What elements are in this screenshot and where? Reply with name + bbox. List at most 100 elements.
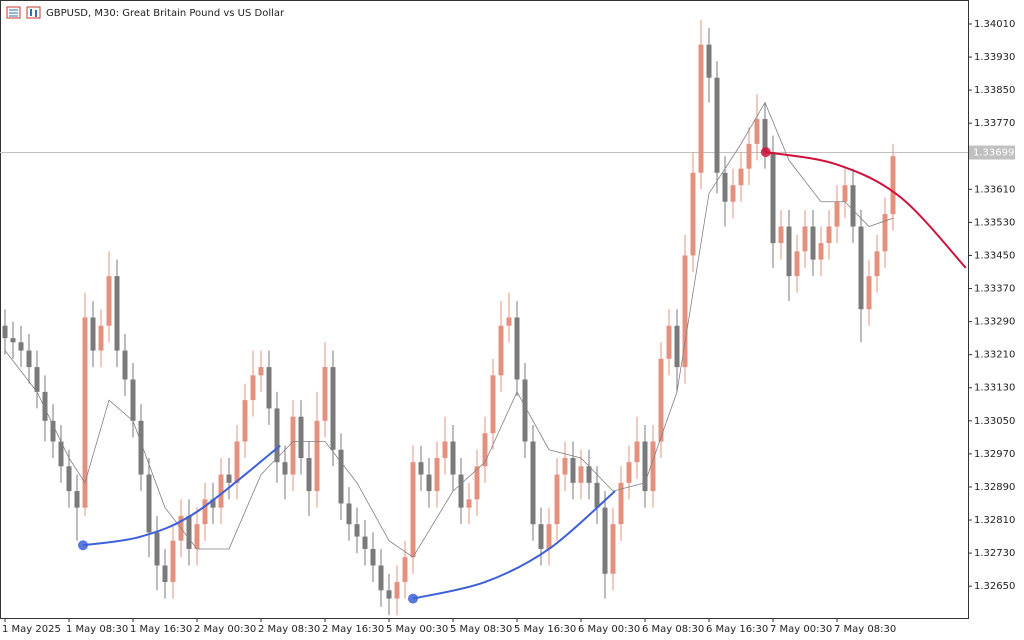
candle-body — [778, 226, 784, 244]
y-tick-label: 1.32730 — [974, 548, 1015, 559]
x-tick-label: 7 May 08:30 — [834, 624, 896, 635]
candle-body — [698, 44, 704, 173]
candle-body — [74, 491, 80, 508]
candle-body — [338, 449, 344, 504]
candle-body — [202, 499, 208, 525]
candle-body — [762, 119, 768, 153]
candle-body — [682, 255, 688, 368]
candle-body — [706, 44, 712, 78]
indicator-dot — [78, 540, 88, 551]
y-tick-label: 1.33530 — [974, 217, 1015, 228]
candle-body — [290, 416, 296, 475]
candle-body — [546, 524, 552, 549]
candle-body — [562, 458, 568, 475]
candle-body — [642, 441, 648, 492]
candle-body — [594, 482, 600, 508]
candle-body — [146, 474, 152, 533]
candle-body — [306, 458, 312, 492]
y-tick-label: 1.32650 — [974, 581, 1015, 592]
indicator-dot — [760, 147, 771, 158]
candle-body — [810, 226, 816, 260]
indicator-curve — [412, 490, 616, 600]
x-tick-label: 5 May 00:30 — [386, 624, 448, 635]
candle-body — [194, 524, 200, 549]
candle-body — [498, 325, 504, 376]
candle-body — [266, 367, 272, 409]
candle-body — [650, 441, 656, 492]
x-tick-label: 6 May 08:30 — [642, 624, 704, 635]
candle-body — [714, 77, 720, 173]
indicator-curve — [765, 151, 967, 269]
icon — [26, 6, 41, 19]
candle-body — [66, 466, 72, 492]
candle-body — [802, 226, 808, 252]
candle-body — [746, 143, 752, 169]
candle-body — [130, 379, 136, 421]
x-tick-label: 2 May 00:30 — [194, 624, 256, 635]
candle-body — [738, 168, 744, 186]
candle-body — [634, 441, 640, 463]
candle-body — [34, 367, 40, 392]
window-icons — [6, 6, 41, 19]
candle-body — [602, 507, 608, 574]
candle-body — [122, 350, 128, 380]
candle-body — [618, 482, 624, 525]
plot-border — [0, 0, 969, 619]
candle-body — [834, 201, 840, 227]
candle-body — [298, 416, 304, 459]
y-tick-label: 1.32890 — [974, 482, 1015, 493]
candle-body — [490, 375, 496, 434]
candle-body — [522, 379, 528, 442]
candle-body — [394, 582, 400, 599]
candle-body — [578, 466, 584, 483]
candle-body — [770, 152, 776, 244]
candle-body — [218, 474, 224, 508]
candle-body — [378, 565, 384, 591]
y-tick-label: 1.33370 — [974, 284, 1015, 295]
candle-body — [754, 119, 760, 144]
candle-body — [330, 367, 336, 450]
candle-body — [842, 185, 848, 202]
candle-body — [506, 317, 512, 326]
candle-body — [250, 375, 256, 401]
candle-body — [314, 420, 320, 492]
candle-body — [26, 350, 32, 368]
candle-body — [554, 474, 560, 525]
candle-body — [42, 391, 48, 421]
candle-body — [370, 548, 376, 566]
candle-body — [418, 462, 424, 475]
candle-body — [362, 536, 368, 549]
candle-body — [442, 441, 448, 459]
candle-body — [162, 565, 168, 583]
candle-body — [586, 466, 592, 483]
chart-title: GBPUSD, M30: Great Britain Pound vs US D… — [46, 8, 285, 19]
candle-body — [530, 441, 536, 525]
x-tick-label: 7 May 00:30 — [770, 624, 832, 635]
x-tick-label: 6 May 16:30 — [706, 624, 768, 635]
candle-body — [106, 276, 112, 326]
x-tick-label: 2 May 16:30 — [322, 624, 384, 635]
candle-body — [786, 226, 792, 277]
candle-body — [474, 466, 480, 500]
x-tick-label: 5 May 08:30 — [450, 624, 512, 635]
candle-body — [186, 515, 192, 549]
candle-body — [50, 420, 56, 442]
x-tick-label: 2 May 08:30 — [258, 624, 320, 635]
indicator-dot — [408, 593, 418, 604]
x-tick-label: 1 May 2025 — [2, 624, 61, 635]
candle-body — [882, 214, 888, 252]
candle-body — [722, 172, 728, 202]
candle-body — [226, 474, 232, 483]
y-tick-label: 1.32810 — [974, 515, 1015, 526]
candle-body — [874, 251, 880, 277]
candle-body — [402, 557, 408, 583]
y-tick-label: 1.33130 — [974, 383, 1015, 394]
candle-body — [90, 317, 96, 351]
candle-body — [426, 474, 432, 492]
indicator-curve — [82, 444, 281, 547]
y-tick-label: 1.33050 — [974, 416, 1015, 427]
x-tick-label: 1 May 08:30 — [66, 624, 128, 635]
